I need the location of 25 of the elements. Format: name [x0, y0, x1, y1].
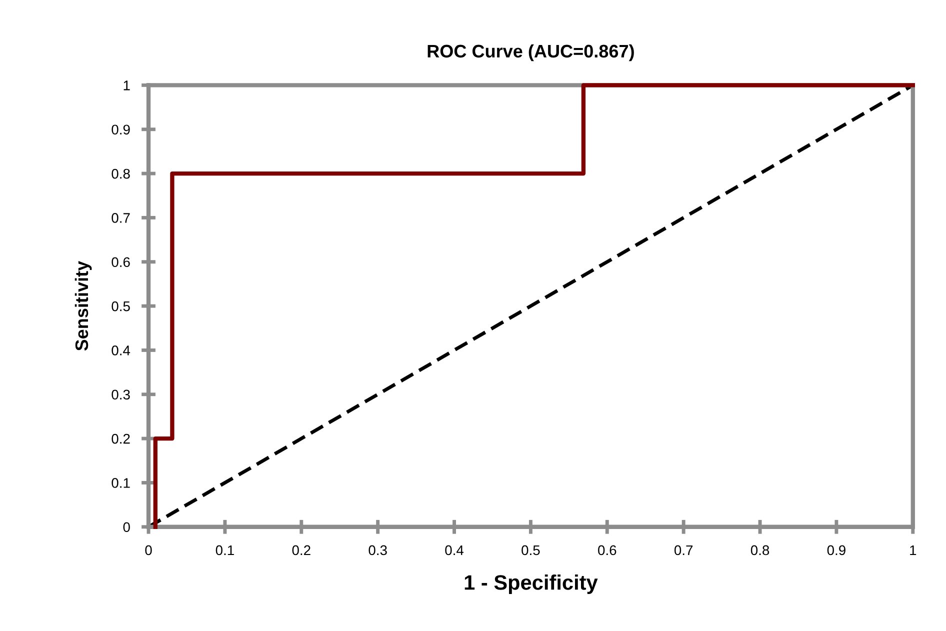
x-tick-label: 0.5: [522, 545, 540, 556]
x-tick-label: 0.3: [368, 545, 387, 556]
y-tick-label: 0.4: [112, 346, 130, 356]
x-tick-label: 1: [910, 545, 916, 556]
y-tick-label: 0.6: [112, 257, 130, 268]
y-tick-label: 0.5: [112, 301, 130, 312]
y-tick-label: 0.1: [112, 478, 130, 488]
y-tick-label: 0.9: [112, 124, 130, 135]
x-tick-label: 0.9: [827, 545, 846, 556]
x-tick-label: 0.2: [292, 545, 310, 556]
y-tick-label: 0.2: [112, 434, 130, 444]
y-tick-label: 0.7: [112, 213, 130, 223]
y-tick-label: 1: [124, 80, 130, 90]
x-tick-label: 0.4: [445, 545, 464, 556]
x-tick-label: 0: [145, 545, 152, 556]
y-tick-label: 0.3: [112, 390, 130, 400]
y-tick-label: 0: [123, 522, 130, 532]
chart-title: ROC Curve (AUC=0.867): [428, 44, 634, 62]
x-tick-label: 0.1: [216, 545, 234, 556]
y-axis-title: Sensitivity: [74, 260, 92, 351]
y-tick-label: 0.8: [112, 168, 130, 179]
x-axis-title: 1 - Specificity: [464, 574, 598, 594]
x-tick-label: 0.8: [750, 545, 770, 556]
x-tick-label: 0.7: [674, 545, 693, 556]
x-tick-label: 0.6: [598, 545, 616, 556]
